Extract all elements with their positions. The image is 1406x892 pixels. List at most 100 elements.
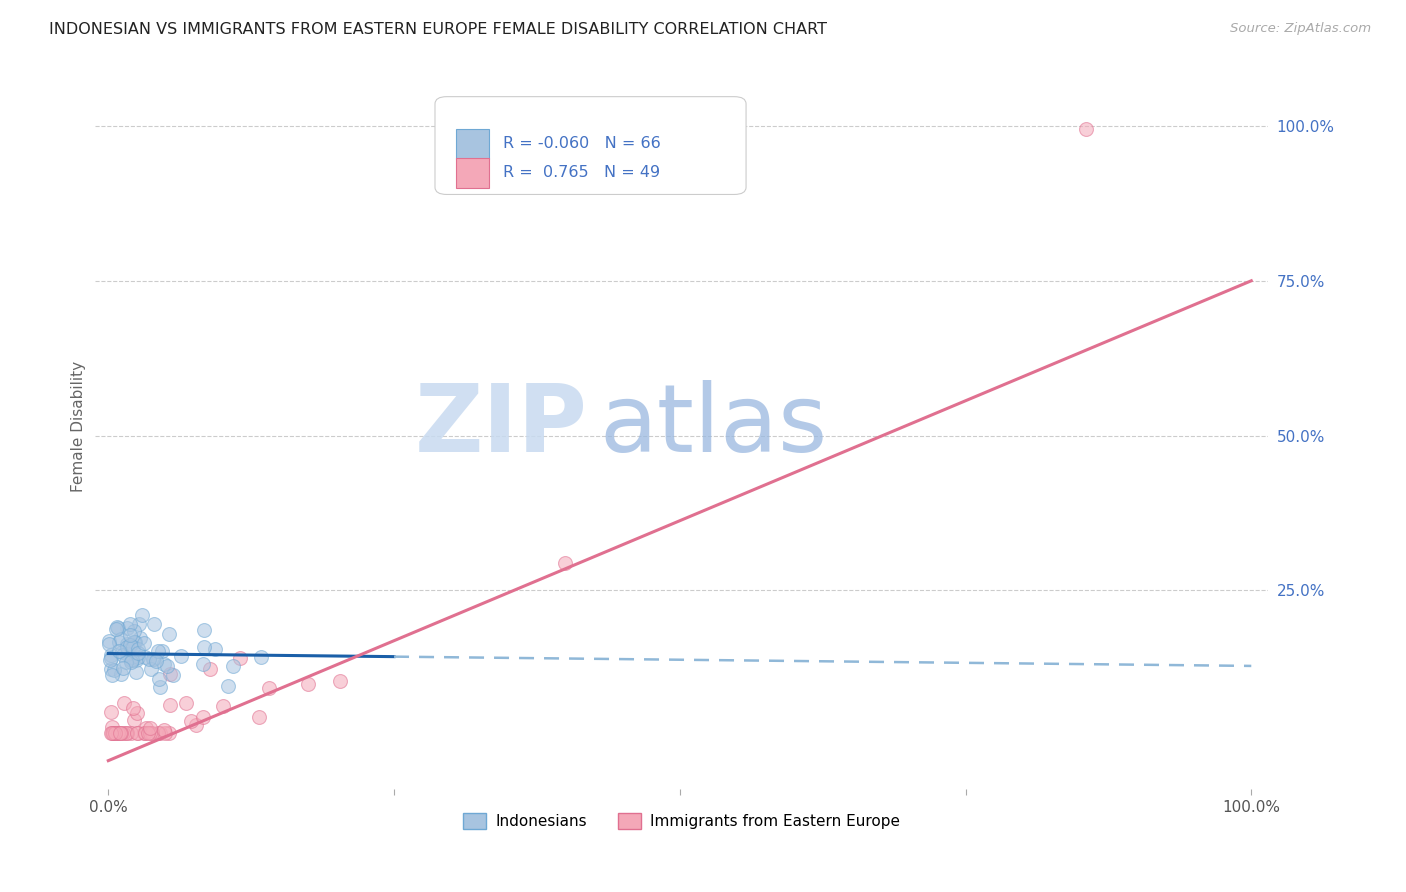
- Point: [148, 726, 170, 740]
- Point: [117, 621, 139, 635]
- Point: [101, 720, 124, 734]
- Point: [122, 640, 145, 654]
- Point: [107, 635, 129, 649]
- Point: [180, 714, 202, 729]
- Text: ZIP: ZIP: [415, 380, 588, 472]
- Point: [121, 700, 143, 714]
- Point: [124, 635, 146, 649]
- Point: [121, 653, 143, 667]
- Point: [134, 726, 156, 740]
- Legend: Indonesians, Immigrants from Eastern Europe: Indonesians, Immigrants from Eastern Eur…: [457, 807, 905, 835]
- Point: [249, 710, 271, 724]
- Point: [100, 651, 122, 665]
- Point: [142, 652, 165, 666]
- Point: [120, 726, 142, 740]
- Point: [138, 652, 160, 666]
- Point: [149, 726, 172, 740]
- Point: [134, 636, 156, 650]
- Point: [229, 651, 252, 665]
- Point: [115, 640, 138, 655]
- Point: [146, 644, 169, 658]
- Point: [127, 647, 149, 661]
- Point: [107, 620, 129, 634]
- Point: [108, 726, 131, 740]
- Point: [141, 726, 163, 740]
- Text: INDONESIAN VS IMMIGRANTS FROM EASTERN EUROPE FEMALE DISABILITY CORRELATION CHART: INDONESIAN VS IMMIGRANTS FROM EASTERN EU…: [49, 22, 827, 37]
- Point: [136, 726, 159, 740]
- Point: [122, 624, 145, 639]
- Point: [115, 647, 138, 661]
- Point: [297, 677, 319, 691]
- Point: [193, 623, 215, 637]
- Y-axis label: Female Disability: Female Disability: [72, 360, 86, 491]
- Point: [204, 642, 226, 657]
- Point: [184, 718, 207, 732]
- Point: [162, 667, 184, 681]
- FancyBboxPatch shape: [456, 128, 489, 159]
- Point: [120, 655, 142, 669]
- Point: [170, 648, 193, 663]
- Point: [250, 649, 273, 664]
- Point: [134, 650, 156, 665]
- FancyBboxPatch shape: [434, 96, 747, 194]
- FancyBboxPatch shape: [456, 158, 489, 188]
- Point: [100, 653, 122, 667]
- Point: [110, 632, 132, 646]
- Point: [120, 653, 142, 667]
- Point: [152, 723, 174, 738]
- Point: [127, 650, 149, 665]
- Point: [111, 726, 134, 740]
- Point: [115, 726, 138, 740]
- Point: [120, 617, 142, 632]
- Text: R = -0.060   N = 66: R = -0.060 N = 66: [503, 136, 661, 152]
- Point: [107, 621, 129, 635]
- Point: [122, 713, 145, 727]
- Point: [141, 652, 163, 666]
- Point: [115, 637, 138, 651]
- Point: [257, 681, 280, 695]
- Point: [129, 632, 152, 646]
- Point: [134, 726, 156, 740]
- Point: [191, 657, 214, 672]
- Point: [110, 667, 132, 681]
- Point: [125, 726, 148, 740]
- Point: [114, 655, 136, 669]
- Point: [1074, 122, 1097, 136]
- Point: [118, 638, 141, 652]
- Point: [101, 726, 124, 740]
- Text: atlas: atlas: [599, 380, 828, 472]
- Point: [127, 726, 149, 740]
- Point: [159, 667, 181, 681]
- Point: [149, 680, 172, 694]
- Point: [222, 659, 245, 673]
- Point: [176, 696, 198, 710]
- Point: [135, 721, 157, 735]
- Point: [111, 645, 134, 659]
- Point: [103, 663, 125, 677]
- Point: [198, 662, 221, 676]
- Point: [156, 658, 179, 673]
- Point: [139, 662, 162, 676]
- Point: [155, 726, 177, 740]
- Point: [193, 640, 215, 655]
- Point: [145, 655, 167, 669]
- Point: [139, 722, 162, 736]
- Point: [159, 698, 181, 713]
- Point: [108, 644, 131, 658]
- Text: Source: ZipAtlas.com: Source: ZipAtlas.com: [1230, 22, 1371, 36]
- Point: [101, 668, 124, 682]
- Point: [112, 648, 135, 662]
- Point: [98, 633, 121, 648]
- Point: [153, 657, 176, 672]
- Point: [143, 616, 166, 631]
- Point: [329, 674, 352, 689]
- Point: [112, 696, 135, 710]
- Point: [110, 726, 132, 740]
- Point: [118, 628, 141, 642]
- Point: [125, 653, 148, 667]
- Point: [100, 662, 122, 676]
- Point: [100, 648, 122, 663]
- Point: [100, 726, 122, 740]
- Point: [112, 661, 135, 675]
- Point: [150, 644, 173, 658]
